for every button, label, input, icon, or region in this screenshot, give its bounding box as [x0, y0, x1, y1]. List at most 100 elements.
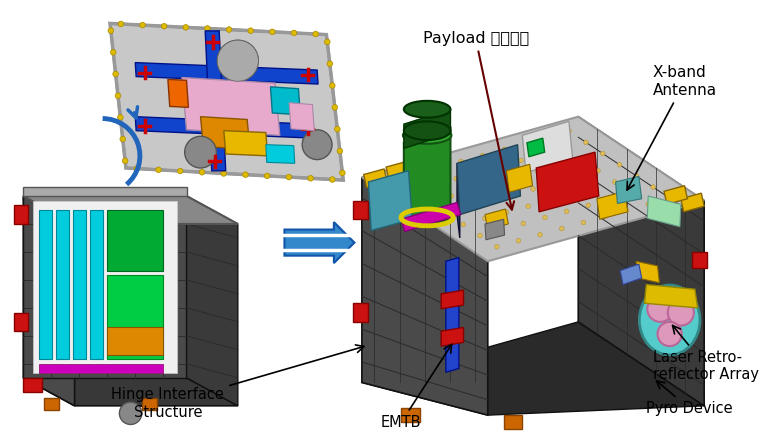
Polygon shape	[14, 205, 28, 224]
Circle shape	[394, 177, 399, 182]
Circle shape	[612, 180, 617, 184]
Circle shape	[108, 28, 114, 34]
Circle shape	[650, 185, 655, 190]
Circle shape	[526, 204, 531, 209]
Polygon shape	[108, 327, 164, 354]
Circle shape	[204, 25, 210, 31]
Circle shape	[516, 238, 521, 243]
Circle shape	[535, 169, 540, 174]
Circle shape	[329, 177, 335, 182]
Circle shape	[227, 27, 232, 32]
Circle shape	[264, 173, 270, 179]
Circle shape	[291, 30, 296, 36]
Polygon shape	[223, 131, 268, 156]
Polygon shape	[14, 312, 28, 331]
Circle shape	[514, 175, 518, 180]
Polygon shape	[485, 209, 508, 230]
Polygon shape	[266, 145, 295, 163]
Circle shape	[458, 159, 463, 164]
Polygon shape	[23, 378, 238, 406]
Polygon shape	[90, 210, 103, 359]
Polygon shape	[441, 290, 464, 309]
Circle shape	[624, 208, 629, 213]
Polygon shape	[404, 109, 451, 148]
Circle shape	[497, 164, 502, 169]
Circle shape	[177, 168, 183, 174]
Circle shape	[461, 222, 465, 227]
Circle shape	[559, 226, 564, 231]
Circle shape	[646, 202, 650, 207]
Polygon shape	[23, 187, 187, 196]
Circle shape	[668, 299, 694, 325]
Polygon shape	[445, 257, 458, 372]
Circle shape	[427, 200, 432, 204]
Polygon shape	[681, 193, 704, 212]
Polygon shape	[692, 252, 707, 268]
Text: EMTB: EMTB	[381, 345, 452, 430]
Circle shape	[444, 211, 449, 215]
Polygon shape	[404, 128, 451, 227]
Circle shape	[502, 147, 507, 152]
Circle shape	[270, 29, 275, 34]
Circle shape	[557, 163, 562, 168]
Polygon shape	[647, 196, 681, 227]
Polygon shape	[142, 398, 157, 410]
Circle shape	[569, 192, 574, 196]
Circle shape	[329, 83, 335, 89]
FancyArrow shape	[284, 222, 354, 263]
Circle shape	[581, 220, 586, 225]
Circle shape	[552, 181, 557, 185]
Circle shape	[465, 205, 471, 210]
Circle shape	[134, 166, 140, 171]
Circle shape	[607, 197, 612, 202]
Polygon shape	[108, 210, 164, 270]
Circle shape	[308, 176, 313, 181]
Polygon shape	[369, 171, 412, 231]
Circle shape	[184, 136, 217, 168]
Circle shape	[579, 157, 584, 162]
Text: Pyro Device: Pyro Device	[647, 381, 733, 416]
Circle shape	[111, 50, 116, 55]
Polygon shape	[364, 169, 387, 188]
Circle shape	[495, 245, 499, 249]
Circle shape	[332, 105, 338, 110]
Polygon shape	[401, 202, 461, 232]
Circle shape	[562, 146, 567, 151]
Polygon shape	[33, 201, 177, 373]
Circle shape	[480, 153, 485, 158]
Circle shape	[119, 402, 142, 425]
Polygon shape	[621, 264, 642, 285]
Circle shape	[657, 322, 682, 346]
Circle shape	[339, 170, 345, 176]
Circle shape	[471, 188, 475, 192]
Polygon shape	[441, 328, 464, 346]
Circle shape	[217, 40, 258, 81]
Polygon shape	[644, 285, 697, 308]
Circle shape	[437, 165, 442, 170]
Polygon shape	[289, 103, 314, 131]
Circle shape	[199, 169, 205, 175]
Polygon shape	[44, 398, 59, 410]
Polygon shape	[527, 138, 545, 157]
Polygon shape	[135, 63, 318, 84]
Circle shape	[248, 28, 253, 34]
Circle shape	[538, 232, 542, 237]
Polygon shape	[200, 117, 250, 149]
Polygon shape	[457, 145, 521, 215]
Circle shape	[454, 177, 458, 181]
Text: Payload 장착영역: Payload 장착영역	[422, 31, 529, 210]
Polygon shape	[108, 275, 164, 359]
Circle shape	[313, 31, 319, 37]
Circle shape	[120, 136, 125, 142]
Circle shape	[548, 198, 552, 202]
Polygon shape	[353, 201, 369, 219]
Circle shape	[586, 203, 591, 207]
Circle shape	[591, 186, 595, 190]
Circle shape	[521, 221, 525, 226]
Polygon shape	[187, 196, 238, 406]
Circle shape	[243, 172, 248, 177]
Circle shape	[156, 167, 161, 173]
Ellipse shape	[403, 127, 452, 144]
Polygon shape	[23, 196, 238, 224]
Ellipse shape	[403, 210, 452, 225]
